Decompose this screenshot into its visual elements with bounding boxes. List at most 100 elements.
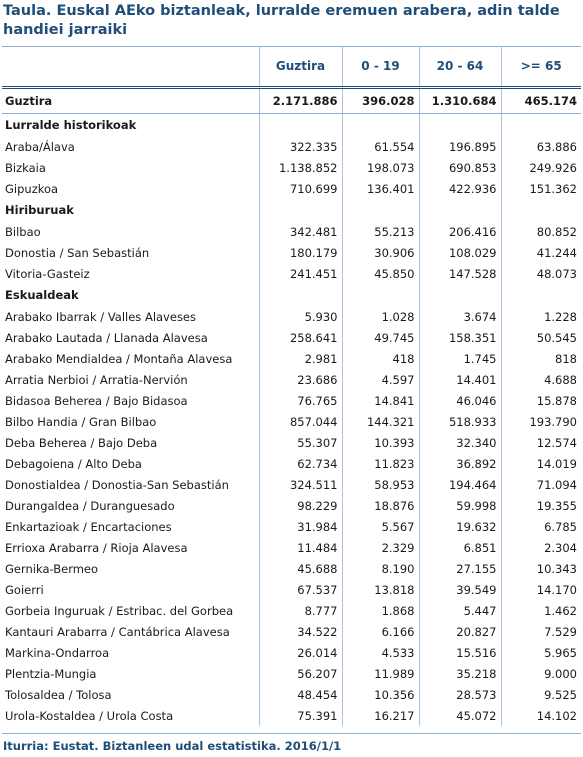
row-label: Gipuzkoa [5,181,59,196]
source-footnote: Iturria: Eustat. Biztanleen udal estatis… [3,739,342,753]
empty-cell [418,284,501,306]
cell-total: 31.984 [258,516,342,537]
row-label: Gernika-Bermeo [5,561,99,576]
table-row: Gernika-Bermeo 45.688 8.190 27.155 10.343 [2,558,581,579]
section-heading-row: Eskualdeak [2,284,581,306]
table-row: Bidasoa Beherea / Bajo Bidasoa 76.765 14.8… [2,390,581,411]
column-header-20-64: 20 - 64 [418,46,501,89]
cell-20-64: 690.853 [418,157,501,178]
table-row: Arratia Nerbioi / Arratia-Nervión 23.686 4… [2,369,581,390]
cell-0-19: 136.401 [341,178,419,199]
row-label: Gorbeia Inguruak / Estribac. del Gorbea [5,603,234,618]
cell-65plus: 19.355 [500,495,581,516]
row-label: Urola-Kostaldea / Urola Costa [5,708,174,723]
row-label: Arabako Lautada / Llanada Alavesa [5,330,208,345]
cell-total: 98.229 [258,495,342,516]
empty-cell [258,284,342,306]
cell-20-64: 196.895 [418,136,501,157]
empty-cell [418,199,501,221]
cell-20-64: 59.998 [418,495,501,516]
cell-20-64: 32.340 [418,432,501,453]
cell-total: 324.511 [258,474,342,495]
table-row: Arabako Lautada / Llanada Alavesa 258.641… [2,327,581,348]
cell-total: 180.179 [258,242,342,263]
cell-65plus: 10.343 [500,558,581,579]
table-row: Debagoiena / Alto Deba 62.734 11.823 36.892… [2,453,581,474]
cell-65plus: 41.244 [500,242,581,263]
cell-total: 8.777 [258,600,342,621]
cell-65plus: 249.926 [500,157,581,178]
cell-total: 857.044 [258,411,342,432]
cell-total: 26.014 [258,642,342,663]
cell-65plus: 2.304 [500,537,581,558]
cell-0-19: 1.028 [341,306,419,327]
table-row: Vitoria-Gasteiz 241.451 45.850 147.528 48.07… [2,263,581,284]
section-heading-row: Hiriburuak [2,199,581,221]
table-title: Taula. Euskal AEko biztanleak, lurralde … [3,3,560,38]
cell-20-64: 158.351 [418,327,501,348]
cell-0-19: 61.554 [341,136,419,157]
cell-20-64: 6.851 [418,537,501,558]
bottom-rule [2,733,581,734]
row-label: Vitoria-Gasteiz [5,266,90,281]
empty-cell [500,284,581,306]
cell-total: 241.451 [258,263,342,284]
empty-cell [258,113,342,136]
cell-20-64: 147.528 [418,263,501,284]
cell-20-64: 46.046 [418,390,501,411]
cell-20-64: 36.892 [418,453,501,474]
cell-0-19: 10.393 [341,432,419,453]
cell-0-19: 16.217 [341,705,419,726]
row-label: Bidasoa Beherea / Bajo Bidasoa [5,393,188,408]
section-heading-row: Lurralde historikoak [2,113,581,136]
total-row: Guztira 2.171.886 396.028 1.310.684 465.… [2,87,581,114]
cell-20-64: 1.310.684 [418,87,501,114]
cell-0-19: 2.329 [341,537,419,558]
section-heading: Lurralde historikoak [5,118,137,132]
cell-0-19: 5.567 [341,516,419,537]
cell-65plus: 63.886 [500,136,581,157]
cell-total: 2.171.886 [258,87,342,114]
cell-0-19: 11.989 [341,663,419,684]
cell-20-64: 194.464 [418,474,501,495]
table-row: Gipuzkoa 710.699 136.401 422.936 151.362 [2,178,581,199]
row-label: Araba/Álava [5,139,75,154]
table-row: Arabako Ibarrak / Valles Alaveses 5.930 1.… [2,306,581,327]
cell-0-19: 6.166 [341,621,419,642]
table-row: Bilbo Handia / Gran Bilbao 857.044 144.321… [2,411,581,432]
cell-20-64: 14.401 [418,369,501,390]
table-row: Arabako Mendialdea / Montaña Alavesa 2.98… [2,348,581,369]
cell-total: 45.688 [258,558,342,579]
table-row: Enkartazioak / Encartaciones 31.984 5.567 1… [2,516,581,537]
cell-0-19: 418 [341,348,419,369]
empty-cell [341,113,419,136]
cell-0-19: 396.028 [341,87,419,114]
table-row: Errioxa Arabarra / Rioja Alavesa 11.484 2.… [2,537,581,558]
cell-0-19: 45.850 [341,263,419,284]
row-label: Durangaldea / Duranguesado [5,498,175,513]
row-label: Debagoiena / Alto Deba [5,456,142,471]
empty-cell [500,113,581,136]
cell-65plus: 465.174 [500,87,581,114]
cell-20-64: 20.827 [418,621,501,642]
cell-0-19: 55.213 [341,221,419,242]
row-label: Bizkaia [5,160,46,175]
row-label: Tolosaldea / Tolosa [5,687,112,702]
table-row: Markina-Ondarroa 26.014 4.533 15.516 5.965 [2,642,581,663]
cell-65plus: 80.852 [500,221,581,242]
cell-0-19: 4.597 [341,369,419,390]
row-label: Arabako Ibarrak / Valles Alaveses [5,309,196,324]
population-table: Guztira 0 - 19 20 - 64 >= 65 Guztira 2.1… [2,46,581,726]
cell-total: 11.484 [258,537,342,558]
empty-cell [341,199,419,221]
row-label: Markina-Ondarroa [5,645,110,660]
cell-65plus: 6.785 [500,516,581,537]
cell-total: 67.537 [258,579,342,600]
cell-total: 5.930 [258,306,342,327]
section-heading: Eskualdeak [5,288,79,302]
cell-0-19: 1.868 [341,600,419,621]
cell-total: 56.207 [258,663,342,684]
table-row: Donostialdea / Donostia-San Sebastián 324… [2,474,581,495]
cell-total: 34.522 [258,621,342,642]
cell-65plus: 71.094 [500,474,581,495]
